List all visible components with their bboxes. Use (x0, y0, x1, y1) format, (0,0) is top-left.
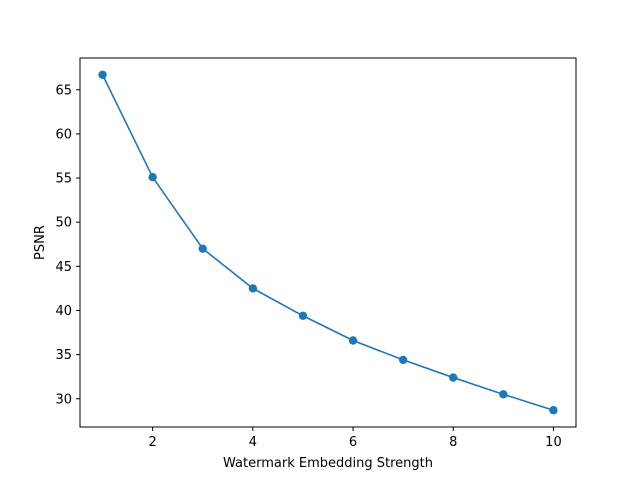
x-axis-label: Watermark Embedding Strength (223, 456, 433, 471)
x-tick-label: 2 (149, 435, 157, 450)
data-point (248, 284, 258, 293)
x-axis: 2 4 6 8 10 (149, 427, 562, 450)
y-tick-label: 35 (55, 348, 72, 363)
data-point (449, 373, 458, 382)
data-point (198, 244, 207, 253)
y-tick-label: 45 (55, 260, 72, 275)
y-tick-label: 30 (55, 392, 72, 407)
plot-frame (79, 57, 577, 428)
data-point (398, 355, 408, 365)
data-point (298, 311, 308, 320)
data-point (148, 172, 157, 182)
y-tick-label: 55 (55, 172, 72, 187)
series-line (101, 74, 554, 411)
x-tick-label: 6 (349, 435, 357, 450)
y-tick-label: 40 (55, 304, 72, 319)
plot-area (98, 70, 558, 415)
y-tick-label: 65 (55, 83, 72, 98)
x-tick-label: 10 (545, 435, 562, 450)
y-tick-label: 60 (55, 127, 72, 142)
data-point (348, 336, 358, 345)
x-tick-label: 8 (449, 435, 457, 450)
x-tick-label: 4 (249, 435, 257, 450)
y-axis: 30 35 40 45 50 55 60 65 (55, 83, 80, 407)
data-point (98, 70, 107, 79)
y-tick-label: 50 (55, 216, 72, 231)
data-point (549, 406, 558, 415)
y-axis-label: PSNR (33, 225, 48, 260)
data-point (499, 390, 508, 399)
